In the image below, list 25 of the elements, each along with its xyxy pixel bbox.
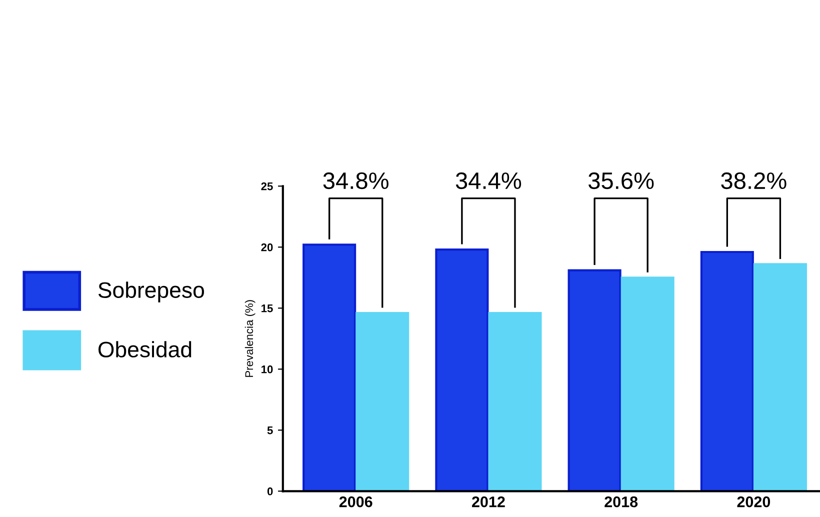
y-tick-label: 5: [267, 426, 273, 434]
y-tick-label: 0: [267, 487, 273, 496]
annotation: 38.2%: [721, 172, 786, 190]
annotation: 35.6%: [588, 172, 654, 190]
x-tick-label: 2006: [339, 496, 372, 508]
annotation: 34.8%: [323, 172, 388, 190]
legend-label: Sobrepeso: [98, 282, 204, 302]
bar: [488, 312, 542, 492]
bar: [700, 250, 754, 492]
x-tick-label: 2020: [737, 496, 770, 508]
bar: [435, 248, 489, 492]
x-tick-label: 2018: [604, 496, 638, 508]
y-tick-label: 10: [262, 365, 273, 374]
x-tick-label: 2012: [472, 496, 505, 508]
bar: [753, 263, 807, 492]
y-tick-label: 20: [261, 243, 273, 252]
bar: [620, 276, 674, 492]
y-tick-label: 25: [261, 182, 273, 190]
bar: [568, 269, 622, 492]
y-axis-title: Prevalencia (%): [244, 300, 256, 377]
legend-label: Obesidad: [98, 341, 192, 358]
bar: [356, 312, 410, 492]
y-tick-label: 15: [262, 304, 273, 312]
bar: [302, 244, 356, 492]
annotation: 34.4%: [456, 172, 522, 190]
